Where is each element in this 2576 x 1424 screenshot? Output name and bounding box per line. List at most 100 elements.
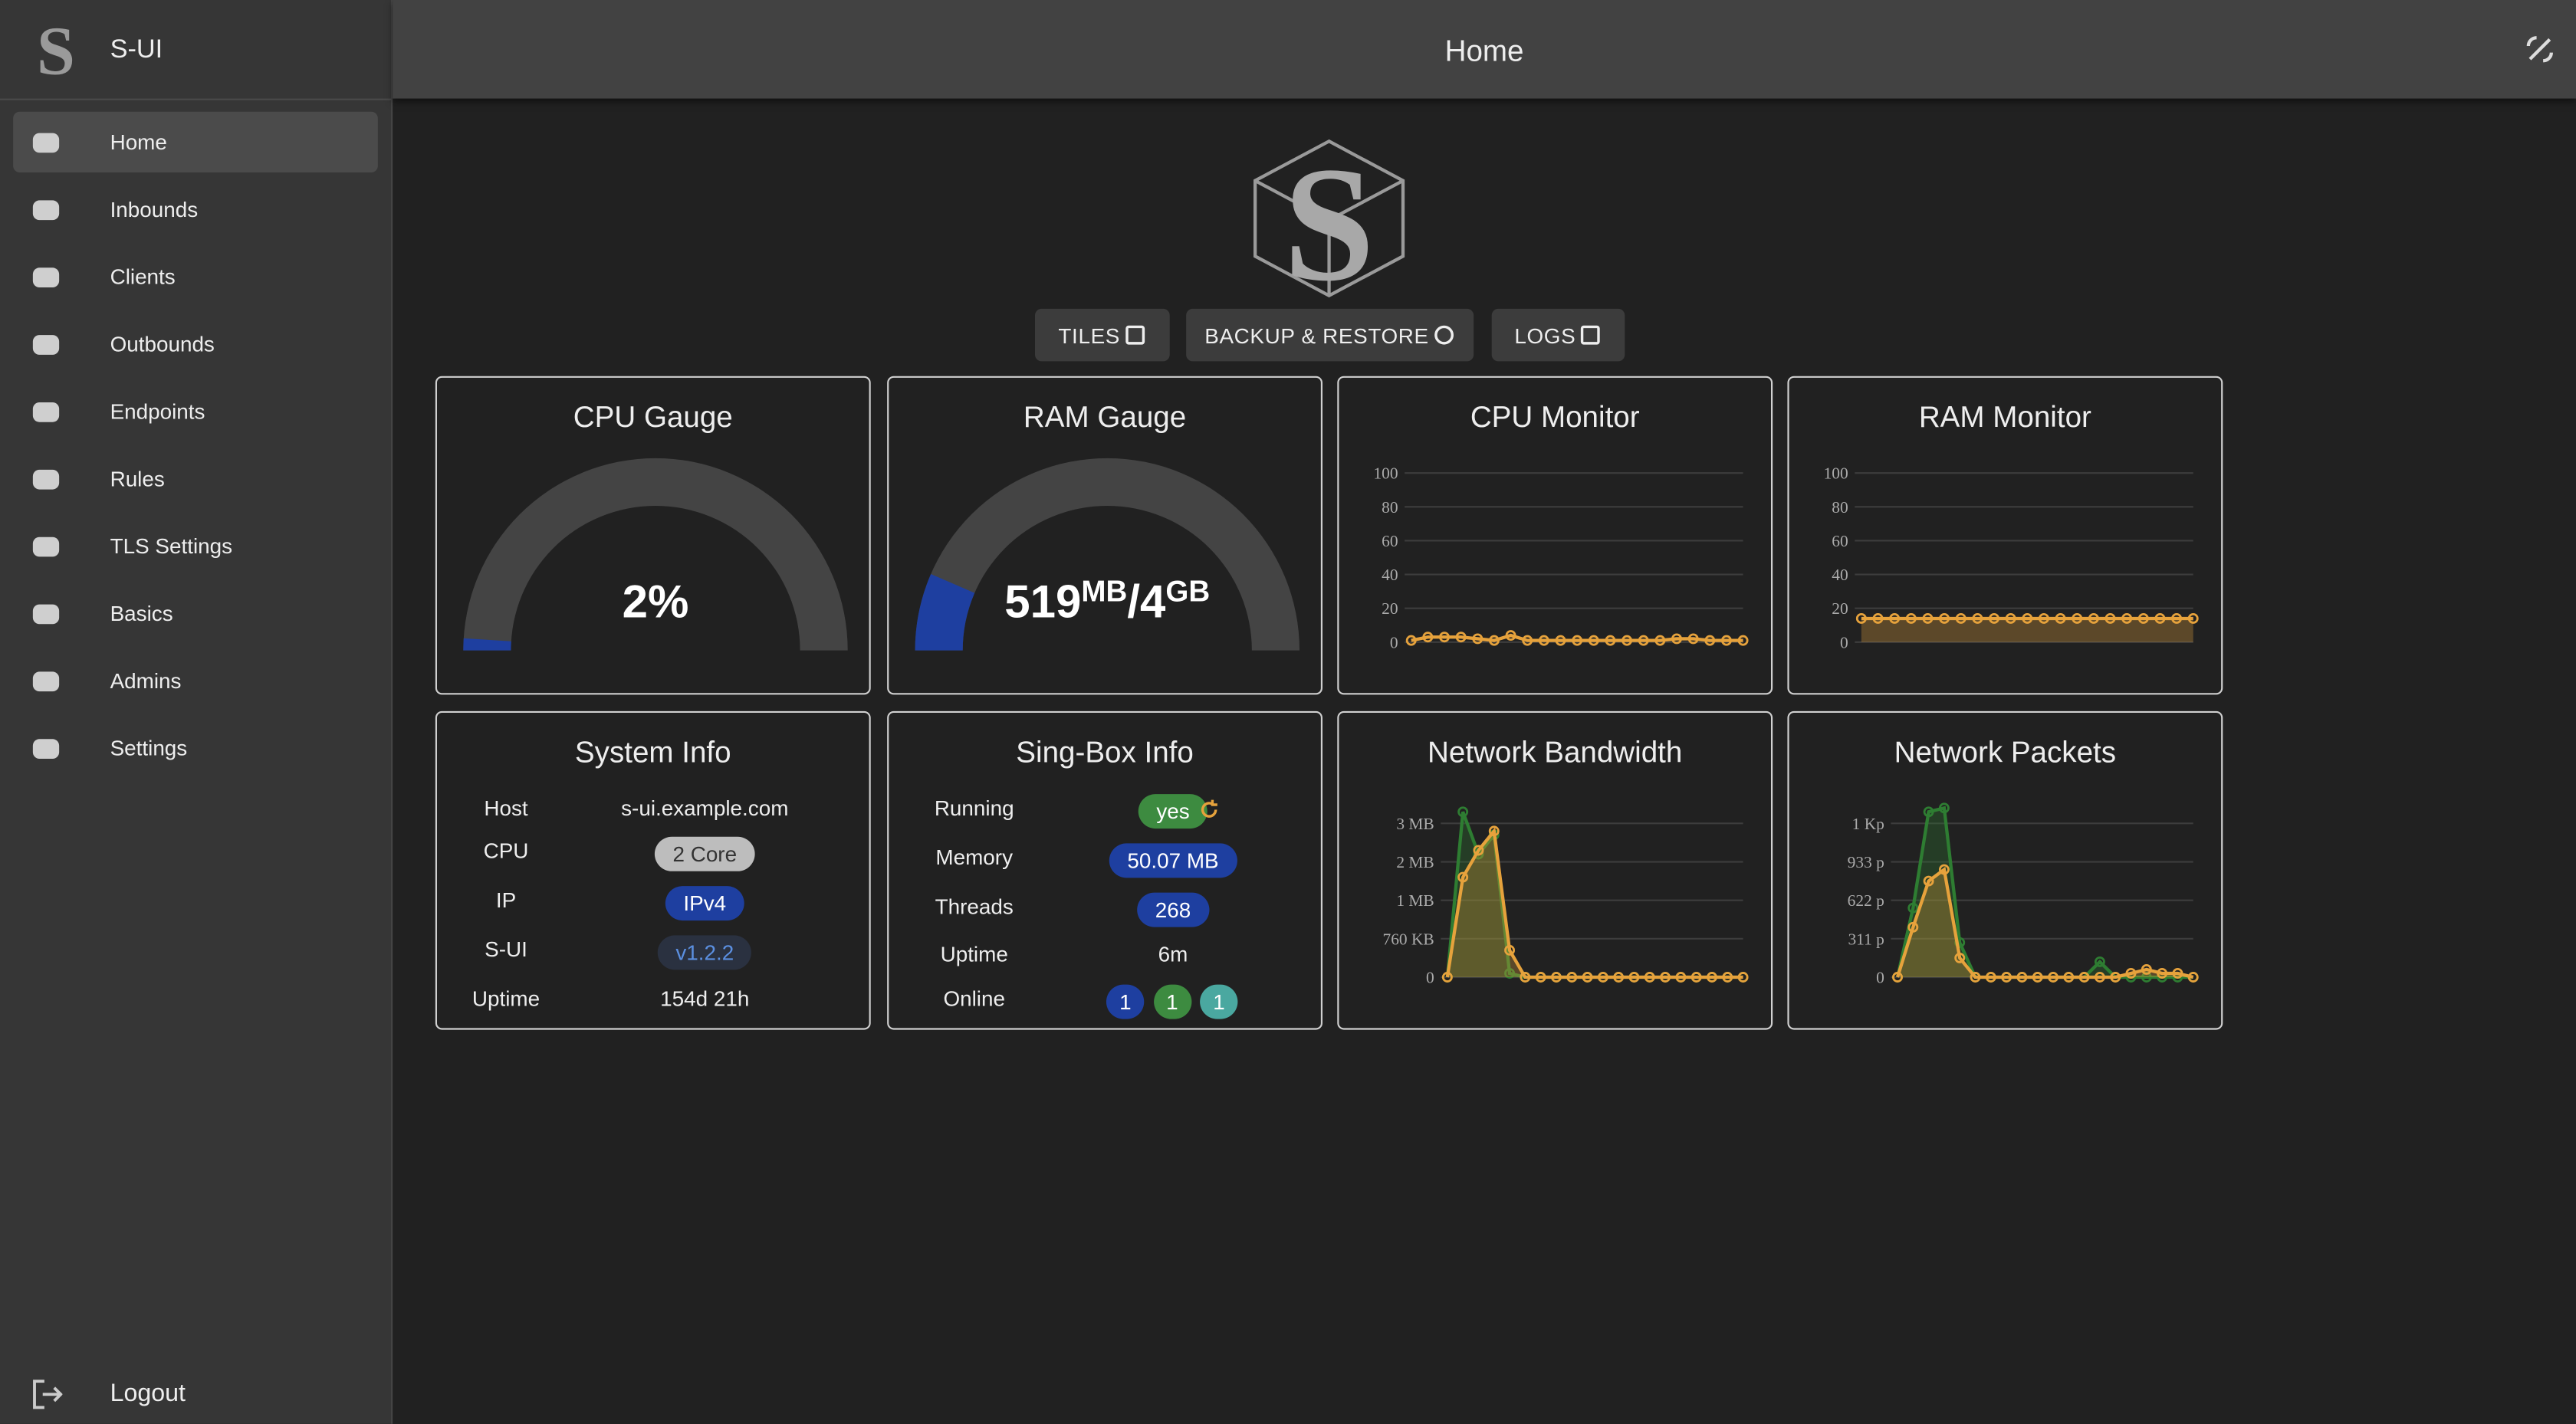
point: [1504, 944, 1516, 956]
point: [2001, 972, 2013, 983]
button-label: BACKUP & RESTORE: [1204, 323, 1429, 348]
point: [2141, 964, 2152, 975]
nav-icon: [32, 335, 60, 355]
main-logo: S: [1253, 135, 1405, 299]
y-tick-label: 0: [1876, 968, 1884, 986]
nav-item[interactable]: Rules: [13, 448, 378, 509]
icon-shape: [1581, 325, 1601, 345]
line-chart: 0 20 40 60 80 100: [1373, 464, 1749, 651]
tile-title: System Info: [574, 736, 731, 769]
point: [1457, 806, 1469, 818]
tile: Network Packets 0 311 p 622 p 933 p 1 Kp: [1787, 710, 2223, 1030]
point: [1922, 612, 1934, 624]
nav-icon: [32, 739, 60, 759]
point: [1707, 972, 1717, 983]
page-title: Home: [1444, 34, 1524, 67]
point: [1488, 635, 1500, 646]
nav-icon: [32, 469, 60, 490]
nav-item[interactable]: Endpoints: [13, 381, 378, 441]
info-value: 154d 21h: [660, 986, 750, 1011]
point: [1923, 806, 1934, 818]
area: [1447, 812, 1743, 977]
point: [2094, 956, 2105, 967]
point: [1671, 633, 1682, 645]
point: [1488, 825, 1500, 837]
svg-text:S: S: [1283, 135, 1375, 299]
toolbar-button[interactable]: TILES: [1035, 308, 1170, 362]
button-icon: [1434, 325, 1454, 345]
tile: RAM Monitor 0 20 40 60 80 100: [1787, 376, 2223, 695]
nav-item[interactable]: Clients: [13, 246, 378, 307]
point: [1472, 633, 1484, 645]
nav-label: TLS Settings: [110, 533, 233, 559]
nav-item[interactable]: Home: [13, 111, 378, 172]
button-icon: [1125, 325, 1145, 345]
button-icon: [1581, 325, 1601, 345]
point: [1441, 972, 1453, 983]
icon-shape: [1201, 799, 1217, 818]
brand-logo: S: [37, 15, 75, 84]
point: [2157, 968, 2168, 979]
info-label: Uptime: [472, 986, 540, 1011]
gauge-label: 2%: [623, 576, 689, 628]
info-label: Online: [943, 986, 1005, 1011]
tile: Sing-Box Info Running yes Memory 50.07 MB Thr…: [887, 710, 1322, 1030]
info-chip: yes: [1138, 794, 1208, 829]
point: [1535, 972, 1546, 983]
nav-item[interactable]: Basics: [13, 583, 378, 644]
info-label: Threads: [935, 894, 1014, 919]
gauge-total: /4: [1127, 576, 1166, 628]
point: [1622, 635, 1633, 646]
point: [1405, 635, 1417, 646]
y-tick-label: 100: [1824, 464, 1848, 483]
point: [2005, 612, 2016, 624]
y-tick-label: 0: [1840, 633, 1848, 651]
icon-shape: [32, 267, 60, 287]
nav-label: Home: [110, 130, 167, 155]
y-tick-label: 1 MB: [1396, 891, 1434, 910]
info-value: 6m: [1158, 941, 1188, 967]
sidebar: S S-UI Home Inbounds Clients Outbounds Endpo…: [0, 0, 393, 1424]
gauge: 2%: [463, 458, 848, 651]
gauge-used-unit: MB: [1081, 575, 1127, 608]
y-tick-label: 80: [1382, 498, 1398, 517]
nav-item[interactable]: Inbounds: [13, 179, 378, 240]
nav-item[interactable]: Admins: [13, 651, 378, 711]
tile-title: Network Bandwidth: [1428, 736, 1683, 769]
point: [1938, 802, 1950, 814]
nav-item[interactable]: Settings: [13, 717, 378, 778]
y-tick-label: 760 KB: [1383, 930, 1434, 948]
icon-shape: [1434, 325, 1454, 345]
y-tick-label: 20: [1832, 599, 1848, 618]
icon-shape: [32, 739, 60, 759]
online-chip: 1: [1153, 984, 1191, 1019]
y-tick-label: 20: [1382, 599, 1398, 618]
gauge-used: 519: [1004, 576, 1081, 628]
nav-label: Settings: [110, 736, 188, 761]
restart-icon[interactable]: [1198, 798, 1221, 821]
nav-item[interactable]: TLS Settings: [13, 516, 378, 576]
toolbar-button[interactable]: BACKUP & RESTORE: [1186, 308, 1474, 362]
point: [1613, 972, 1625, 983]
toolbar-button[interactable]: LOGS: [1491, 308, 1625, 362]
theme-toggle[interactable]: [2523, 33, 2556, 66]
nav-label: Admins: [110, 668, 182, 694]
area: [1861, 618, 2193, 642]
point: [1550, 972, 1562, 983]
point: [2125, 968, 2137, 979]
gauge-total-unit: GB: [1165, 575, 1210, 608]
point: [1638, 635, 1649, 646]
tile-title: RAM Gauge: [1023, 400, 1187, 434]
info-label: Memory: [935, 845, 1014, 870]
area: [1898, 869, 2193, 977]
point: [1722, 972, 1733, 983]
info-chip: 50.07 MB: [1109, 843, 1237, 878]
info-label: IP: [495, 888, 517, 913]
point: [2187, 972, 2199, 983]
line-chart: 0 311 p 622 p 933 p 1 Kp: [1848, 802, 2199, 986]
nav-item[interactable]: Outbounds: [13, 313, 378, 374]
logout-label: Logout: [110, 1380, 186, 1408]
point: [2104, 612, 2116, 624]
nav-label: Rules: [110, 466, 165, 491]
logout[interactable]: Logout: [13, 1363, 378, 1424]
